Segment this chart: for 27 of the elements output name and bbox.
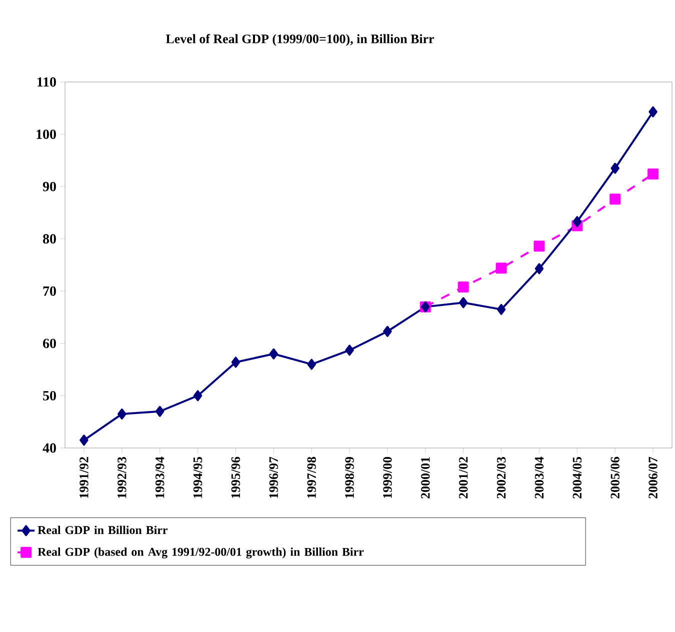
x-tick-label: 1998/99 [345,456,354,498]
x-tick-label: 1995/96 [231,456,240,498]
x-tick-label: 2004/05 [572,456,582,498]
y-tick-label: 50 [43,390,56,400]
x-tick-label: 1993/94 [155,456,164,498]
y-tick-label: 40 [42,443,56,453]
x-tick-label: 1997/98 [307,456,316,498]
y-tick-label: 70 [43,286,56,296]
legend-label: Real GDP in Billion Birr [38,526,168,534]
x-tick-label: 1996/97 [269,456,278,498]
x-tick-label: 1999/00 [383,456,392,498]
x-tick-label: 2002/03 [496,456,506,498]
x-tick-label: 2000/01 [421,457,430,498]
x-tick-label: 1992/93 [118,456,126,498]
y-tick-label: 90 [42,182,56,192]
x-tick-label: 2006/07 [648,456,658,498]
y-tick-label: 80 [43,234,56,244]
x-tick-label: 2001/02 [458,457,468,498]
chart-title: Level of Real GDP (1999/00=100), in Billion Birr [166,34,434,46]
x-tick-label: 2005/06 [610,456,620,498]
y-tick-label: 100 [36,130,56,139]
x-tick-label: 1991/92 [80,457,88,498]
x-tick-label: 1994/95 [193,456,202,498]
legend-label: Real GDP (based on Avg 1991/92-00/01 growth) in Billion Birr [38,547,364,558]
y-tick-label: 60 [43,338,56,348]
x-tick-label: 2003/04 [534,456,544,498]
y-tick-label: 110 [37,77,56,87]
